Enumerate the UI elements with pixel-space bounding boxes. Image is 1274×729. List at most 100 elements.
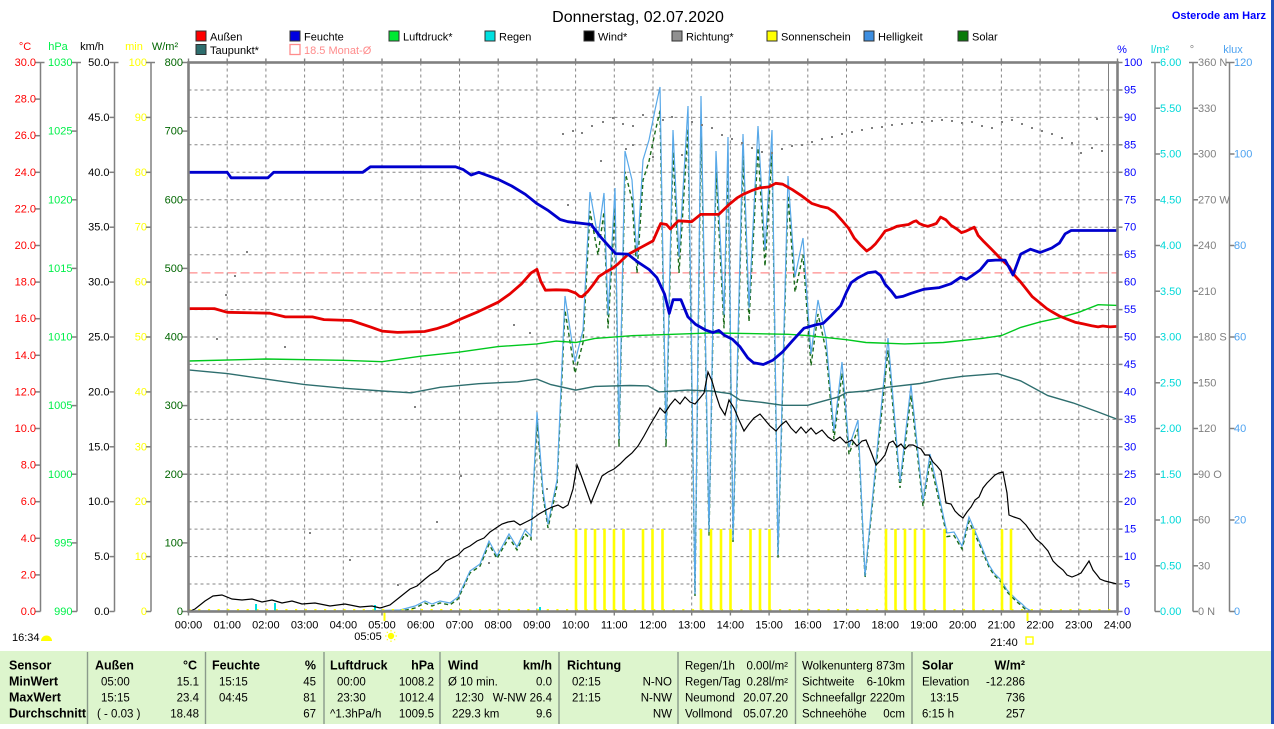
- svg-text:23.4: 23.4: [177, 693, 200, 705]
- svg-text:km/h: km/h: [523, 659, 552, 673]
- svg-text:10.0: 10.0: [15, 423, 36, 435]
- svg-text:0: 0: [141, 606, 147, 618]
- svg-text:1010: 1010: [48, 332, 72, 344]
- svg-text:800: 800: [165, 57, 183, 69]
- svg-text:22.0: 22.0: [15, 203, 36, 215]
- svg-text:6.0: 6.0: [21, 496, 36, 508]
- svg-text:11:00: 11:00: [601, 620, 628, 632]
- svg-text:2.50: 2.50: [1160, 377, 1181, 389]
- svg-text:1000: 1000: [48, 469, 72, 481]
- svg-text:50: 50: [135, 332, 147, 344]
- svg-text:26.0: 26.0: [15, 130, 36, 142]
- svg-text:21:40: 21:40: [990, 637, 1018, 649]
- svg-text:80: 80: [1234, 240, 1246, 252]
- svg-text:hPa: hPa: [48, 41, 68, 53]
- svg-text:Sichtweite: Sichtweite: [802, 677, 854, 689]
- svg-text:Außen: Außen: [95, 659, 134, 673]
- svg-text:05:05: 05:05: [354, 631, 382, 643]
- svg-text:75: 75: [1124, 194, 1136, 206]
- svg-text:05.07.20: 05.07.20: [743, 709, 788, 721]
- svg-text:Schneehöhe: Schneehöhe: [802, 709, 867, 721]
- svg-text:0.00: 0.00: [1160, 606, 1181, 618]
- svg-text:Richtung*: Richtung*: [686, 32, 734, 44]
- svg-text:5: 5: [1124, 579, 1130, 591]
- svg-text:15.0: 15.0: [88, 441, 109, 453]
- svg-text:Feuchte: Feuchte: [212, 659, 260, 673]
- svg-text:Wolkenunterg: Wolkenunterg: [802, 661, 873, 673]
- svg-text:6.00: 6.00: [1160, 57, 1181, 69]
- svg-text:200: 200: [165, 469, 183, 481]
- svg-text:24:00: 24:00: [1104, 620, 1132, 632]
- svg-text:24.0: 24.0: [15, 167, 36, 179]
- svg-text:10.0: 10.0: [88, 496, 109, 508]
- svg-text:3.50: 3.50: [1160, 286, 1181, 298]
- svg-text:15: 15: [1124, 524, 1136, 536]
- svg-text:min: min: [125, 41, 143, 53]
- svg-text:50.0: 50.0: [88, 57, 109, 69]
- svg-text:Solar: Solar: [972, 32, 998, 44]
- svg-text:2.00: 2.00: [1160, 423, 1181, 435]
- svg-text:300: 300: [1198, 149, 1216, 161]
- svg-text:15:00: 15:00: [755, 620, 783, 632]
- svg-text:45: 45: [1124, 359, 1136, 371]
- svg-text:Elevation: Elevation: [922, 677, 969, 689]
- svg-text:330: 330: [1198, 103, 1216, 115]
- svg-text:07:00: 07:00: [446, 620, 474, 632]
- svg-text:85: 85: [1124, 139, 1136, 151]
- svg-text:10: 10: [1124, 551, 1136, 563]
- svg-text:Ø 10 min.: Ø 10 min.: [448, 677, 498, 689]
- svg-text:20.0: 20.0: [15, 240, 36, 252]
- svg-text:Vollmond: Vollmond: [685, 709, 732, 721]
- svg-text:736: 736: [1006, 693, 1025, 705]
- svg-text:N-NW: N-NW: [641, 693, 672, 705]
- svg-text:16:00: 16:00: [794, 620, 822, 632]
- svg-text:90: 90: [135, 112, 147, 124]
- svg-text:14.0: 14.0: [15, 350, 36, 362]
- svg-text:N-NO: N-NO: [643, 677, 672, 689]
- svg-text:0: 0: [1234, 606, 1240, 618]
- svg-text:%: %: [305, 659, 316, 673]
- svg-text:18.48: 18.48: [170, 709, 199, 721]
- svg-text:Luftdruck: Luftdruck: [330, 659, 388, 673]
- svg-text:100: 100: [129, 57, 147, 69]
- svg-text:19:00: 19:00: [910, 620, 938, 632]
- svg-text:18.5 Monat-Ø: 18.5 Monat-Ø: [304, 45, 372, 57]
- svg-text:5.00: 5.00: [1160, 149, 1181, 161]
- svg-text:W/m²: W/m²: [994, 659, 1025, 673]
- svg-text:80: 80: [1124, 167, 1136, 179]
- svg-text:210: 210: [1198, 286, 1216, 298]
- svg-text:50: 50: [1124, 332, 1136, 344]
- svg-text:700: 700: [165, 126, 183, 138]
- svg-text:1020: 1020: [48, 194, 72, 206]
- svg-text:0.0: 0.0: [94, 606, 109, 618]
- svg-text:0.0: 0.0: [536, 677, 552, 689]
- svg-text:2.0: 2.0: [21, 569, 36, 581]
- svg-text:02:00: 02:00: [252, 620, 280, 632]
- svg-text:Sensor: Sensor: [9, 659, 52, 673]
- svg-text:0.0: 0.0: [21, 606, 36, 618]
- svg-text:100: 100: [165, 537, 183, 549]
- svg-text:100: 100: [1124, 57, 1142, 69]
- svg-text:20: 20: [135, 496, 147, 508]
- svg-text:1.00: 1.00: [1160, 515, 1181, 527]
- svg-text:90 O: 90 O: [1198, 469, 1222, 481]
- svg-text:1.50: 1.50: [1160, 469, 1181, 481]
- svg-text:km/h: km/h: [80, 41, 104, 53]
- svg-text:60: 60: [1198, 515, 1210, 527]
- svg-text:229.3 km: 229.3 km: [452, 709, 499, 721]
- svg-text:16.0: 16.0: [15, 313, 36, 325]
- svg-text:21:15: 21:15: [572, 693, 601, 705]
- svg-text:1030: 1030: [48, 57, 72, 69]
- svg-text:5.50: 5.50: [1160, 103, 1181, 115]
- svg-text:18.0: 18.0: [15, 277, 36, 289]
- svg-text:360 N: 360 N: [1198, 57, 1227, 69]
- svg-text:4.00: 4.00: [1160, 240, 1181, 252]
- svg-text:Feuchte: Feuchte: [304, 32, 344, 44]
- svg-text:30.0: 30.0: [15, 57, 36, 69]
- svg-text:20.07.20: 20.07.20: [743, 693, 788, 705]
- svg-text:20: 20: [1234, 515, 1246, 527]
- svg-text:70: 70: [135, 222, 147, 234]
- svg-text:14:00: 14:00: [717, 620, 745, 632]
- svg-text:15.1: 15.1: [177, 677, 199, 689]
- svg-text:5.0: 5.0: [94, 551, 109, 563]
